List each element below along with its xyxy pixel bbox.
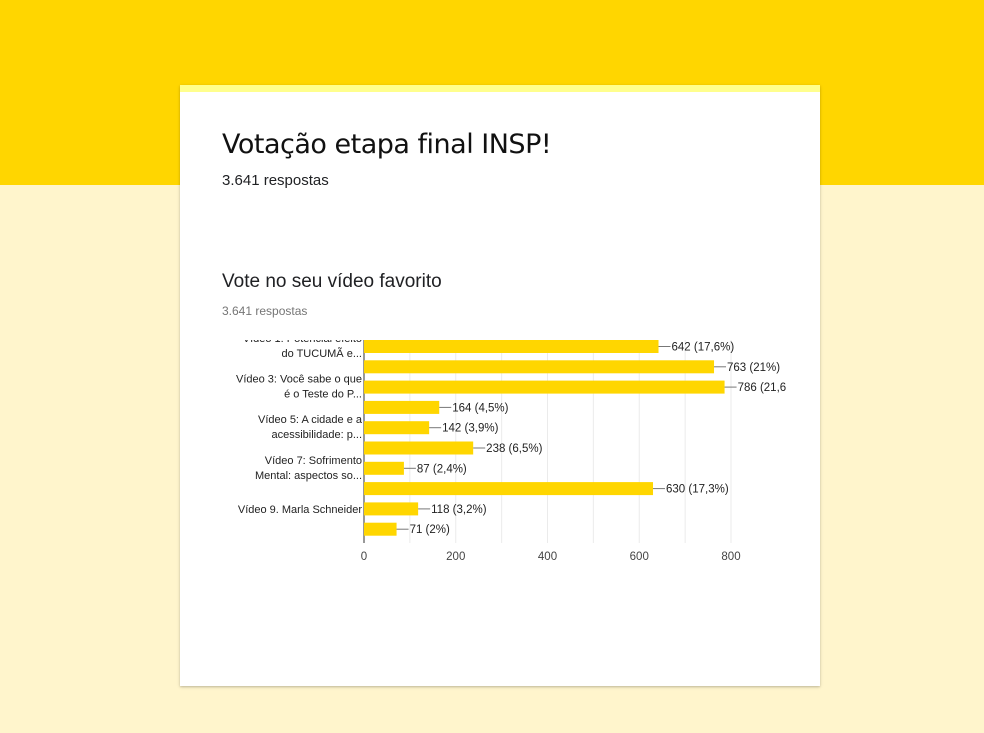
question-title: Vote no seu vídeo favorito [222,271,442,292]
bar[interactable] [364,340,659,353]
card-accent-bar [180,85,820,92]
category-label: acessibilidade: p... [272,429,363,441]
data-label: 642 (17,6%) [672,342,735,354]
data-label: 763 (21%) [727,362,780,374]
x-tick-label: 600 [630,551,649,563]
bar[interactable] [364,360,715,374]
bar[interactable] [364,461,404,475]
data-label: 164 (4,5%) [452,402,508,414]
x-tick-label: 0 [361,551,367,563]
x-tick-label: 800 [721,551,740,563]
data-label: 142 (3,9%) [442,423,498,435]
form-response-count: 3.641 respostas [222,172,329,189]
bar[interactable] [364,421,430,435]
question-response-count: 3.641 respostas [222,304,308,318]
data-label: 786 (21,6 [738,382,787,394]
category-label: Mental: aspectos so... [255,470,362,482]
bar[interactable] [364,482,654,496]
category-label: é o Teste do P... [284,389,362,401]
data-label: 238 (6,5%) [486,443,542,455]
x-tick-label: 200 [446,551,465,563]
bar[interactable] [364,400,440,414]
bar[interactable] [364,441,474,455]
bar-chart: 642 (17,6%) 763 (21%) 786 (21,6 164 (4,5%) 1… [236,340,787,563]
category-label: Vídeo 7: Sofrimento [265,455,362,467]
data-label: 118 (3,2%) [431,504,487,516]
data-label: 71 (2%) [410,524,450,536]
data-label: 87 (2,4%) [417,463,467,475]
bar[interactable] [364,502,419,516]
category-label: Vídeo 3: Você sabe o que [236,374,362,386]
data-label: 630 (17,3%) [666,484,729,496]
category-label: do TUCUMÃ e... [282,347,363,360]
bar[interactable] [364,380,725,394]
category-label: Vídeo 5: A cidade e a [258,414,363,426]
category-label: Vídeo 1: Potencial efeito [243,340,362,345]
x-tick-label: 400 [538,551,557,563]
summary-card: Votação etapa final INSP! 3.641 resposta… [180,85,820,686]
bar[interactable] [364,522,397,536]
form-title: Votação etapa final INSP! [222,129,552,160]
category-label: Vídeo 9. Marla Schneider [238,504,362,516]
